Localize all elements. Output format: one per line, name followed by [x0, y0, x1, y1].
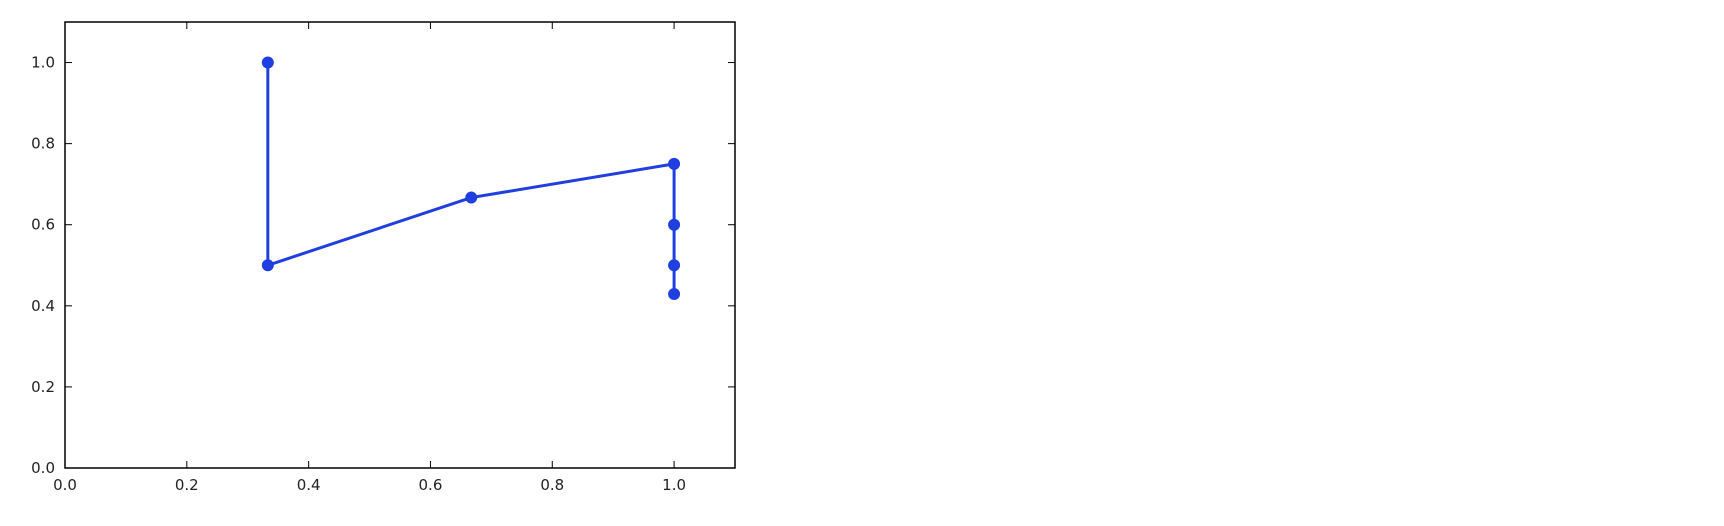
data-point: [668, 288, 681, 301]
x-tick-label: 0.6: [419, 476, 443, 494]
plot-frame: [64, 21, 736, 469]
tick-marks: [64, 22, 735, 469]
data-point: [668, 218, 681, 231]
data-point: [465, 191, 478, 204]
x-tick-label: 0.2: [175, 476, 199, 494]
data-point: [261, 56, 274, 69]
y-tick-label: 0.8: [31, 135, 55, 153]
x-tick-label: 0.8: [540, 476, 564, 494]
y-tick-label: 0.0: [31, 459, 55, 477]
x-tick-label: 1.0: [662, 476, 686, 494]
y-tick-label: 0.2: [31, 378, 55, 396]
data-point: [668, 259, 681, 272]
x-tick-label: 0.0: [53, 476, 77, 494]
data-point: [261, 259, 274, 272]
y-tick-label: 0.4: [31, 297, 55, 315]
data-point: [668, 157, 681, 170]
tick-labels: 0.0 0.2 0.4 0.6 0.8 1.0 0.0 0.2 0.4 0.6 0.8 1.0: [31, 54, 686, 494]
series-layer: [261, 56, 681, 301]
y-tick-label: 0.6: [31, 216, 55, 234]
x-tick-label: 0.4: [297, 476, 321, 494]
y-tick-label: 1.0: [31, 54, 55, 72]
series-line: [266, 62, 676, 295]
